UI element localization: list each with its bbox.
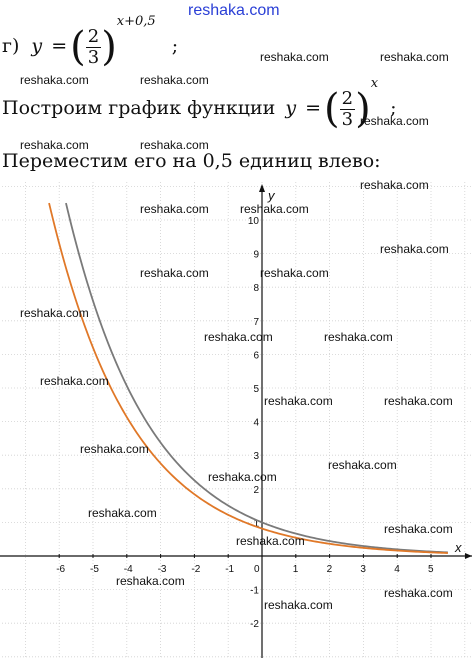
left-paren: ( bbox=[70, 24, 86, 70]
x-tick-label: -3 bbox=[158, 564, 167, 575]
equals-sign: = bbox=[51, 35, 68, 57]
watermark[interactable]: reshaka.com bbox=[140, 138, 209, 152]
y-tick-label: 7 bbox=[253, 317, 259, 328]
x-tick-label: 2 bbox=[327, 564, 333, 575]
x-tick-label: -2 bbox=[191, 564, 200, 575]
right-paren-2: ) bbox=[355, 86, 371, 132]
y-axis-label: y bbox=[267, 188, 276, 203]
x-tick-label: 3 bbox=[360, 564, 366, 575]
x-tick-label: -5 bbox=[90, 564, 99, 575]
watermark[interactable]: reshaka.com bbox=[260, 50, 329, 64]
x-tick-label: -6 bbox=[56, 564, 65, 575]
y-tick-label: 8 bbox=[253, 283, 259, 294]
x-tick-label: -4 bbox=[124, 564, 133, 575]
formula-line-2: Построим график функции y =(2 3)x ; bbox=[2, 76, 397, 132]
watermark[interactable]: reshaka.com bbox=[140, 202, 209, 216]
watermark[interactable]: reshaka.com bbox=[208, 470, 277, 484]
function-graph: x y -6 -5 -4 -3 -2 -1 0 1 2 3 4 5 -2 -1 1 2 3 4 5 6 7 8 9 10 bbox=[0, 182, 472, 658]
equals-sign-2: = bbox=[305, 97, 322, 119]
watermark[interactable]: reshaka.com bbox=[88, 506, 157, 520]
watermark[interactable]: reshaka.com bbox=[204, 330, 273, 344]
fraction2-denominator: 3 bbox=[341, 108, 354, 130]
watermark[interactable]: reshaka.com bbox=[140, 266, 209, 280]
y-tick-label: 5 bbox=[253, 384, 259, 395]
curve-shifted bbox=[48, 202, 448, 554]
watermark[interactable]: reshaka.com bbox=[236, 534, 305, 548]
x-tick-label: 1 bbox=[293, 564, 299, 575]
watermark[interactable]: reshaka.com bbox=[264, 394, 333, 408]
formula-line-3: Переместим его на 0,5 единиц влево: bbox=[2, 150, 381, 172]
exponent-2: x bbox=[370, 76, 379, 91]
watermark[interactable]: reshaka.com bbox=[264, 598, 333, 612]
watermark-top[interactable]: reshaka.com bbox=[188, 2, 280, 19]
left-paren-2: ( bbox=[324, 86, 340, 132]
watermark[interactable]: reshaka.com bbox=[140, 73, 209, 87]
y-tick-label: 10 bbox=[248, 216, 260, 227]
x-tick-label: 5 bbox=[428, 564, 434, 575]
fraction2-numerator: 2 bbox=[339, 87, 356, 110]
watermark[interactable]: reshaka.com bbox=[20, 306, 89, 320]
line2-text: Построим график функции bbox=[2, 97, 276, 119]
y-tick-label: -2 bbox=[250, 619, 259, 630]
y-axis-arrow-icon bbox=[259, 184, 265, 192]
x-axis-arrow-icon bbox=[465, 553, 472, 559]
x-tick-label: -1 bbox=[225, 564, 234, 575]
watermark[interactable]: reshaka.com bbox=[384, 586, 453, 600]
right-paren: ) bbox=[101, 24, 117, 70]
watermark[interactable]: reshaka.com bbox=[384, 394, 453, 408]
exponent-1: x+0,5 bbox=[116, 14, 156, 29]
x-tick-label: 0 bbox=[254, 564, 260, 575]
y-tick-label: -1 bbox=[250, 586, 259, 597]
fraction-denominator: 3 bbox=[87, 46, 100, 68]
x-axis-label: x bbox=[454, 540, 462, 555]
fn-y: y bbox=[31, 35, 43, 57]
semicolon-2: ; bbox=[390, 97, 397, 119]
watermark[interactable]: reshaka.com bbox=[20, 138, 89, 152]
semicolon: ; bbox=[171, 35, 179, 57]
watermark[interactable]: reshaka.com bbox=[20, 73, 89, 87]
y-tick-label: 6 bbox=[253, 350, 259, 361]
watermark[interactable]: reshaka.com bbox=[328, 458, 397, 472]
watermark[interactable]: reshaka.com bbox=[324, 330, 393, 344]
watermark[interactable]: reshaka.com bbox=[360, 178, 429, 192]
curve-original bbox=[65, 202, 448, 554]
y-tick-label: 2 bbox=[253, 485, 259, 496]
fn-y-2: y bbox=[285, 97, 297, 119]
watermark[interactable]: reshaka.com bbox=[260, 266, 329, 280]
y-tick-label: 3 bbox=[253, 451, 259, 462]
watermark[interactable]: reshaka.com bbox=[116, 574, 185, 588]
watermark[interactable]: reshaka.com bbox=[384, 522, 453, 536]
x-tick-label: 4 bbox=[394, 564, 400, 575]
y-tick-label: 9 bbox=[253, 250, 259, 261]
watermark[interactable]: reshaka.com bbox=[40, 374, 109, 388]
watermark[interactable]: reshaka.com bbox=[80, 442, 149, 456]
y-tick-label: 4 bbox=[253, 418, 259, 429]
watermark[interactable]: reshaka.com bbox=[360, 114, 429, 128]
y-tick-label: 1 bbox=[253, 518, 259, 529]
watermark[interactable]: reshaka.com bbox=[240, 202, 309, 216]
item-label: г) bbox=[2, 35, 20, 57]
watermark[interactable]: reshaka.com bbox=[380, 242, 449, 256]
watermark[interactable]: reshaka.com bbox=[380, 50, 449, 64]
fraction-numerator: 2 bbox=[85, 25, 102, 48]
formula-line-1: г) y =(2 3)x+0,5 ; bbox=[2, 14, 179, 70]
